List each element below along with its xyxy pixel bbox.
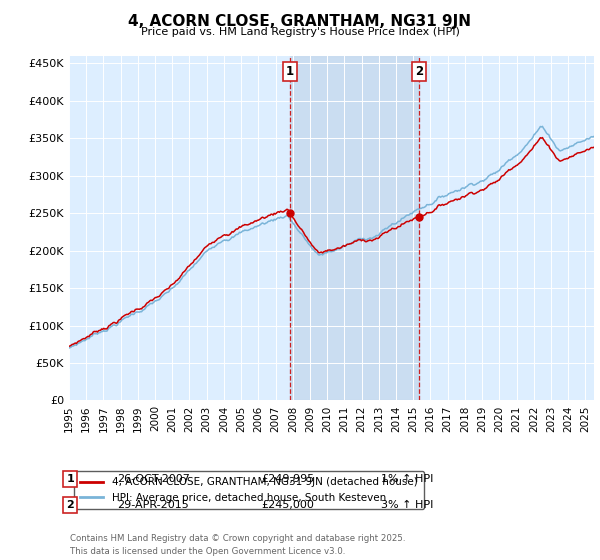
Text: £245,000: £245,000: [261, 500, 314, 510]
Text: 3% ↑ HPI: 3% ↑ HPI: [381, 500, 433, 510]
Text: Contains HM Land Registry data © Crown copyright and database right 2025.
This d: Contains HM Land Registry data © Crown c…: [70, 534, 406, 556]
Text: 1: 1: [286, 64, 294, 78]
Text: 26-OCT-2007: 26-OCT-2007: [117, 474, 190, 484]
Text: 2: 2: [415, 64, 423, 78]
Legend: 4, ACORN CLOSE, GRANTHAM, NG31 9JN (detached house), HPI: Average price, detache: 4, ACORN CLOSE, GRANTHAM, NG31 9JN (deta…: [74, 471, 424, 508]
Text: 2: 2: [67, 500, 74, 510]
Bar: [290, 56, 419, 400]
Text: 1: 1: [67, 474, 74, 484]
Text: £249,995: £249,995: [261, 474, 314, 484]
Text: 4, ACORN CLOSE, GRANTHAM, NG31 9JN: 4, ACORN CLOSE, GRANTHAM, NG31 9JN: [128, 14, 472, 29]
Text: 1% ↑ HPI: 1% ↑ HPI: [381, 474, 433, 484]
Text: 29-APR-2015: 29-APR-2015: [117, 500, 189, 510]
Text: Price paid vs. HM Land Registry's House Price Index (HPI): Price paid vs. HM Land Registry's House …: [140, 27, 460, 37]
